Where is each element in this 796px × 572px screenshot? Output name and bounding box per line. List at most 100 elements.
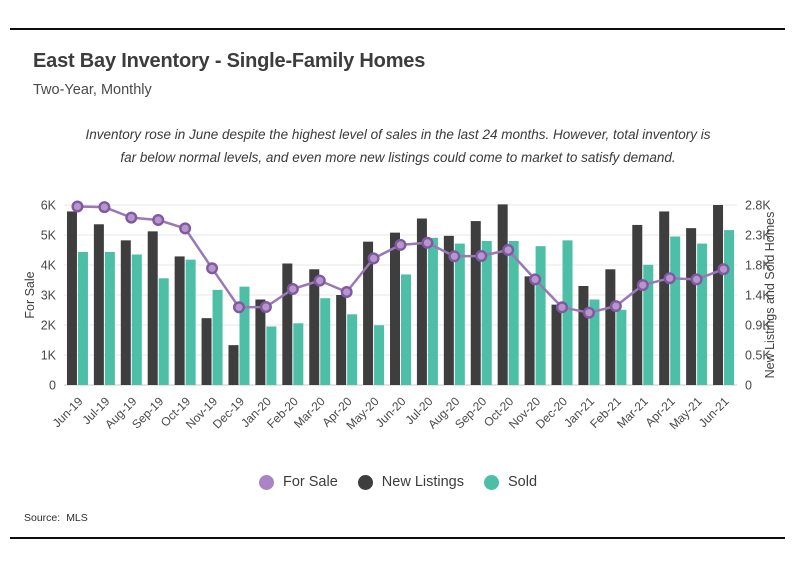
bar-sold <box>401 274 411 385</box>
bar-sold <box>724 230 735 385</box>
for-sale-point <box>475 249 488 262</box>
top-divider <box>10 28 785 30</box>
bar-sold <box>158 278 169 385</box>
right-y-tick-label: 0 <box>745 379 752 393</box>
bar-sold <box>320 298 331 385</box>
right-axis-title: New Listings and Sold Homes <box>763 211 777 379</box>
bar-sold <box>266 326 277 385</box>
bar-new-listings <box>605 269 616 385</box>
for-sale-point <box>179 222 192 235</box>
chart-annotation: Inventory rose in June despite the highe… <box>0 123 796 169</box>
inventory-chart: 0 0 1K 0.5K 2K 0.9K 3K 1.4K 4K 1.8K 5K 2.3K 6K 2.8K Ju… <box>41 199 772 433</box>
bar-sold <box>589 299 600 385</box>
bar-sold <box>535 246 546 385</box>
left-y-tick-label: 4K <box>41 259 57 273</box>
for-sale-point <box>232 301 245 314</box>
x-tick-label: Jun-20 <box>373 394 409 430</box>
bar-sold <box>185 259 196 385</box>
for-sale-point <box>663 272 676 285</box>
x-tick-label: Mar-21 <box>614 394 651 431</box>
left-y-tick-label: 2K <box>41 319 57 333</box>
bar-sold <box>643 264 654 385</box>
right-y-tick-label: 0.5K <box>745 349 771 363</box>
bar-new-listings <box>470 221 481 385</box>
left-y-tick-label: 5K <box>41 229 57 243</box>
source-label: Source: <box>24 512 61 524</box>
bar-sold <box>77 251 88 385</box>
bar-new-listings <box>551 304 562 385</box>
for-sale-line <box>77 205 724 314</box>
x-tick-label: Jun-21 <box>696 394 732 430</box>
for-sale-point <box>367 252 380 265</box>
bottom-divider <box>10 537 785 539</box>
legend-label: New Listings <box>381 474 464 490</box>
bar-sold <box>104 251 115 385</box>
legend-item-new-listings: New Listings <box>357 474 464 490</box>
bar-new-listings <box>174 256 185 385</box>
chart-legend: For Sale New Listings Sold <box>0 474 796 490</box>
legend-label: For Sale <box>282 474 338 490</box>
x-tick-label: Mar-20 <box>291 394 328 431</box>
right-y-tick-label: 1.4K <box>745 289 771 303</box>
bar-new-listings <box>416 218 427 385</box>
bar-sold <box>454 243 465 385</box>
bar-new-listings <box>524 276 535 385</box>
for-sale-point <box>502 243 515 256</box>
bar-new-listings <box>578 286 589 385</box>
for-sale-point <box>71 200 84 213</box>
legend-item-sold: Sold <box>483 474 538 490</box>
bar-new-listings <box>363 241 374 385</box>
for-sale-point <box>636 279 649 292</box>
bar-new-listings <box>686 228 697 385</box>
bar-new-listings <box>336 295 347 385</box>
bar-new-listings <box>93 224 104 385</box>
for-sale-point <box>556 301 569 314</box>
bar-sold <box>481 241 492 385</box>
for-sale-point <box>690 273 703 286</box>
bar-new-listings <box>120 240 131 385</box>
for-sale-point <box>98 201 111 214</box>
legend-label: Sold <box>507 474 538 490</box>
right-y-tick-label: 2.8K <box>745 199 771 213</box>
source-note: Source: MLS <box>24 512 94 524</box>
bar-sold <box>131 254 142 385</box>
bar-new-listings <box>228 345 239 385</box>
bar-sold <box>616 309 627 385</box>
left-axis-title: For Sale <box>23 271 37 319</box>
bar-sold <box>293 323 304 385</box>
x-tick-label: Jun-19 <box>50 394 86 430</box>
for-sale-point <box>448 250 461 263</box>
bar-sold <box>374 325 385 385</box>
bar-new-listings <box>390 232 400 385</box>
bar-new-listings <box>282 263 293 385</box>
for-sale-point <box>286 283 299 296</box>
bar-sold <box>347 314 358 385</box>
bar-new-listings <box>659 211 670 385</box>
bar-new-listings <box>255 299 266 385</box>
for-sale-point <box>152 213 165 226</box>
for-sale-point <box>259 301 272 314</box>
right-y-tick-label: 2.3K <box>745 229 771 243</box>
for-sale-point <box>394 238 407 251</box>
for-sale-point <box>340 286 353 299</box>
bar-sold <box>508 241 519 385</box>
annotation-line-2: far below normal levels, and even more n… <box>120 150 676 165</box>
bar-sold <box>670 236 681 385</box>
bar-new-listings <box>497 204 508 385</box>
new-listings-legend-marker-icon <box>357 474 373 490</box>
for-sale-point <box>313 274 326 287</box>
for-sale-point <box>125 211 138 224</box>
for-sale-point <box>582 306 595 319</box>
bar-new-listings <box>309 269 320 385</box>
right-y-tick-label: 0.9K <box>745 319 771 333</box>
for-sale-point <box>421 236 434 249</box>
for-sale-point <box>529 273 542 286</box>
bar-sold <box>562 240 573 385</box>
left-y-tick-label: 3K <box>41 289 57 303</box>
bar-sold <box>212 289 223 385</box>
for-sale-point <box>206 262 219 275</box>
bar-sold <box>427 237 438 385</box>
for-sale-point <box>717 263 730 276</box>
bar-sold <box>697 243 708 385</box>
